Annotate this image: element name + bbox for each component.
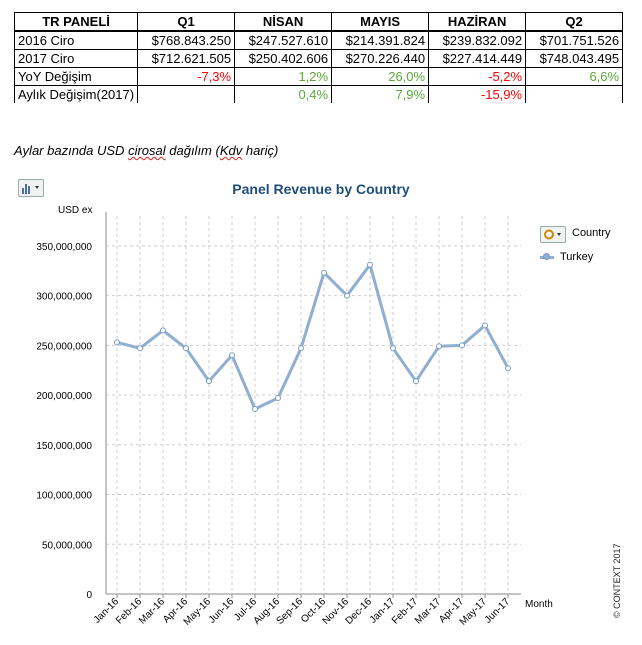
- table-row: 2016 Ciro $768.843.250 $247.527.610 $214…: [13, 31, 624, 50]
- y-tick-label: 250,000,000: [36, 341, 92, 352]
- row-label: 2017 Ciro: [13, 49, 139, 68]
- data-point: [436, 343, 442, 350]
- y-tick-label: 50,000,000: [42, 540, 92, 551]
- data-point: [137, 345, 143, 352]
- copyright-text: © CONTEXT 2017: [612, 543, 622, 619]
- table-cell: $701.751.526: [525, 31, 624, 50]
- header-cell: Q2: [525, 12, 624, 32]
- x-tick-label: Dec-16: [344, 596, 375, 627]
- header-cell: HAZİRAN: [428, 12, 527, 32]
- row-label: 2016 Ciro: [13, 31, 139, 50]
- table-cell: $250.402.606: [234, 49, 333, 68]
- x-tick-label: Jun-16: [207, 596, 237, 626]
- legend-options-icon[interactable]: [540, 226, 566, 243]
- table-header-row: TR PANELİ Q1 NİSAN MAYIS HAZİRAN Q2: [13, 12, 624, 32]
- x-tick-label: Jun-17: [483, 596, 513, 626]
- x-tick-label: Mar-17: [413, 596, 443, 626]
- chart-title: Panel Revenue by Country: [232, 181, 410, 197]
- data-point: [160, 327, 166, 334]
- caption-text: hariç): [242, 143, 279, 158]
- data-point: [275, 395, 281, 402]
- data-point: [482, 322, 488, 329]
- table-cell: 0,4%: [234, 85, 333, 103]
- table-cell: $247.527.610: [234, 31, 333, 50]
- y-tick-label: 350,000,000: [36, 242, 92, 253]
- legend-entry-turkey[interactable]: Turkey: [560, 251, 594, 263]
- y-tick-label: 0: [86, 590, 92, 601]
- header-cell: MAYIS: [331, 12, 430, 32]
- table-cell: $270.226.440: [331, 49, 430, 68]
- y-tick-label: 150,000,000: [36, 441, 92, 452]
- series-line-turkey: [116, 263, 510, 411]
- tr-panel-table: TR PANELİ Q1 NİSAN MAYIS HAZİRAN Q2 2016…: [13, 12, 624, 103]
- caption-spellcheck-word: Kdv: [219, 143, 243, 158]
- y-tick-label: 100,000,000: [36, 491, 92, 502]
- table-cell: 26,0%: [331, 67, 430, 86]
- data-point: [252, 405, 258, 412]
- table-cell: $748.043.495: [525, 49, 624, 68]
- y-axis-label: USD ex: [58, 205, 92, 216]
- y-tick-label: 300,000,000: [36, 292, 92, 303]
- data-point: [321, 269, 327, 276]
- bar-chart-icon: [22, 184, 39, 194]
- refresh-dropdown-icon: [544, 229, 561, 240]
- table-cell: -15,9%: [428, 85, 527, 103]
- x-tick-label: Mar-16: [137, 596, 167, 626]
- table-row: 2017 Ciro $712.621.505 $250.402.606 $270…: [13, 49, 624, 68]
- chart-type-icon[interactable]: [18, 179, 44, 197]
- table-cell: $712.621.505: [137, 49, 236, 68]
- table-cell: -7,3%: [137, 67, 236, 86]
- table-cell: 1,2%: [234, 67, 333, 86]
- x-tick-label: Sep-16: [275, 596, 306, 627]
- table-row: YoY Değişim -7,3% 1,2% 26,0% -5,2% 6,6%: [13, 67, 624, 86]
- data-point: [298, 345, 304, 352]
- table-cell: $239.832.092: [428, 31, 527, 50]
- data-point: [344, 292, 350, 299]
- header-cell: NİSAN: [234, 12, 333, 32]
- data-point: [114, 339, 120, 346]
- data-point: [367, 261, 373, 268]
- row-label: Aylık Değişim(2017): [13, 85, 139, 103]
- table-cell: [525, 85, 624, 103]
- legend-marker: [543, 253, 550, 260]
- caption-text: Aylar bazında USD: [14, 143, 129, 158]
- data-point: [390, 345, 396, 352]
- chart-caption: Aylar bazında USD cirosal dağılım (Kdv h…: [14, 143, 278, 158]
- caption-text: dağılım (: [165, 143, 220, 158]
- data-point: [459, 342, 465, 349]
- caption-spellcheck-word: cirosal: [128, 143, 166, 158]
- table-cell: 6,6%: [525, 67, 624, 86]
- legend-title: Country: [572, 227, 611, 239]
- table-cell: $227.414.449: [428, 49, 527, 68]
- y-tick-label: 200,000,000: [36, 391, 92, 402]
- header-cell: TR PANELİ: [13, 12, 139, 32]
- table-cell: $768.843.250: [137, 31, 236, 50]
- data-point: [413, 378, 419, 385]
- table-row: Aylık Değişim(2017) 0,4% 7,9% -15,9%: [13, 85, 624, 103]
- data-point: [206, 378, 212, 385]
- table-cell: -5,2%: [428, 67, 527, 86]
- row-label: YoY Değişim: [13, 67, 139, 86]
- data-point: [505, 365, 511, 372]
- data-point: [183, 345, 189, 352]
- data-point: [229, 352, 235, 359]
- table-cell: 7,9%: [331, 85, 430, 103]
- x-axis-label: Month: [525, 599, 553, 610]
